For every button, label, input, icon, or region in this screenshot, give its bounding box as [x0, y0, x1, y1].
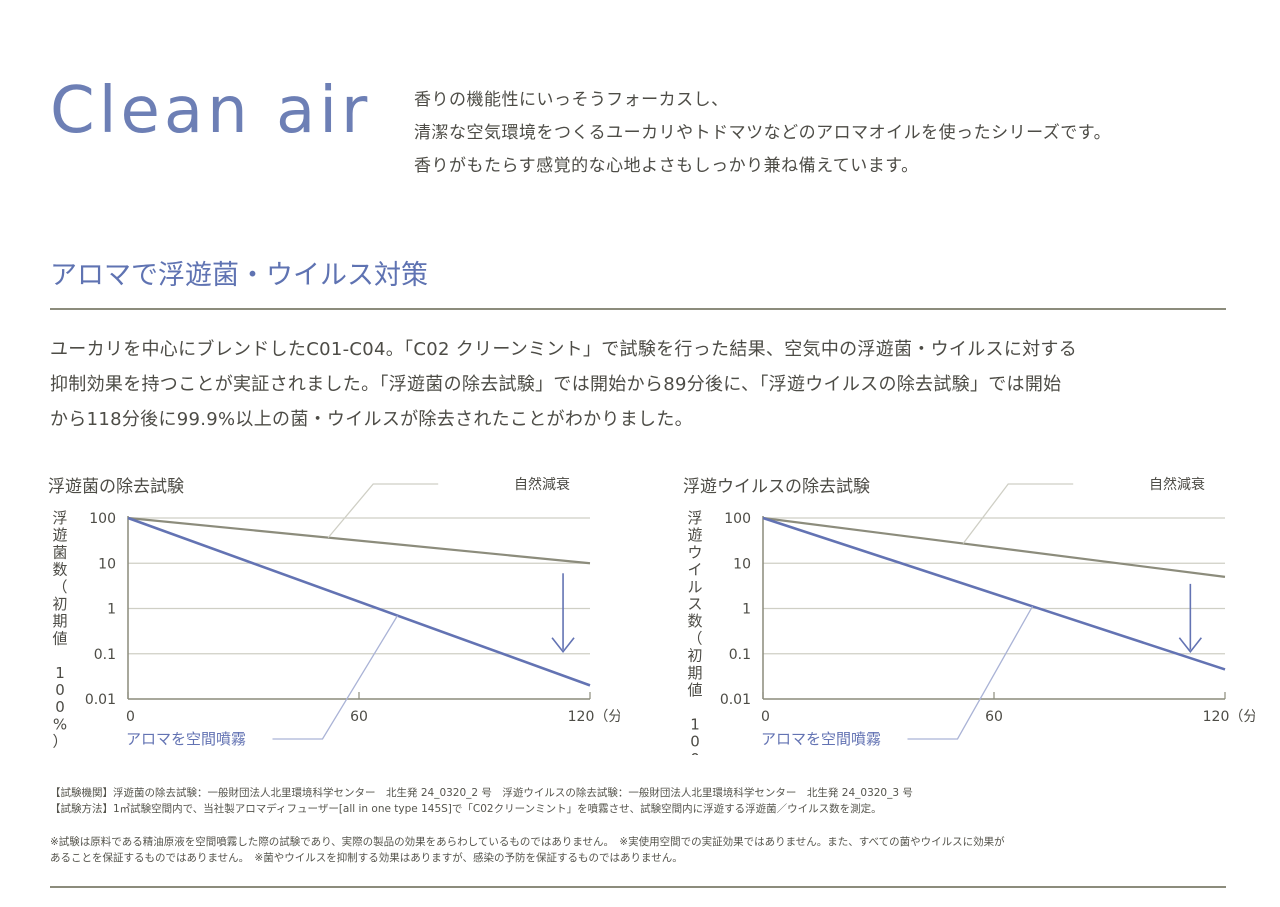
- y-axis-label-char: （: [52, 578, 67, 596]
- divider: [50, 308, 1226, 310]
- x-tick-label: 0: [761, 709, 770, 725]
- body-line: から118分後に99.9%以上の菌・ウイルスが除去されたことがわかりました。: [50, 409, 693, 430]
- intro-line: 香りがもたらす感覚的な心地よさもしっかり兼ね備えています。: [414, 156, 919, 176]
- series-label-aroma: アロマを空間噴霧: [126, 730, 246, 748]
- y-axis-label-char: ウ: [687, 543, 702, 561]
- series-label-aroma: アロマを空間噴霧: [761, 730, 881, 748]
- label-leader: [272, 615, 399, 740]
- label-leader: [327, 483, 439, 539]
- y-axis-label-char: 値: [687, 681, 702, 699]
- chart-title: 浮遊菌の除去試験: [48, 477, 184, 497]
- series-line: [762, 516, 1226, 578]
- section-title: アロマで浮遊菌・ウイルス対策: [50, 260, 428, 291]
- x-tick-label: 120（分）: [1203, 709, 1255, 725]
- label-leader: [962, 483, 1074, 544]
- y-axis-label-char: 遊: [52, 526, 67, 544]
- y-axis-label-char: 数: [687, 612, 702, 630]
- series-label-natural: 自然減衰: [514, 476, 570, 493]
- intro-line: 清潔な空気環境をつくるユーカリやトドマツなどのアロマオイルを使ったシリーズです。: [414, 123, 1112, 143]
- y-tick-label: 0.01: [720, 692, 751, 708]
- y-axis-label-char: 数: [52, 561, 67, 579]
- y-axis-label-char: 浮: [687, 509, 702, 527]
- y-tick-label: 100: [724, 511, 751, 527]
- y-tick-label: 1: [107, 602, 116, 618]
- y-tick-label: 0.1: [94, 647, 116, 663]
- note-line: 【試験機関】浮遊菌の除去試験：一般財団法人北里環境科学センター 北生発 24_0…: [50, 787, 913, 799]
- y-tick-label: 0.01: [85, 692, 116, 708]
- y-axis-label-char: 0: [55, 681, 65, 699]
- y-tick-label: 0.1: [729, 647, 751, 663]
- series-line: [127, 516, 591, 687]
- intro-line: 香りの機能性にいっそうフォーカスし、: [414, 90, 729, 110]
- y-axis-label-char: 0: [690, 750, 700, 755]
- arrow-head: [1178, 637, 1202, 654]
- x-tick-label: 120（分）: [568, 709, 620, 725]
- series-label-natural: 自然減衰: [1149, 476, 1205, 493]
- test-info: 【試験機関】浮遊菌の除去試験：一般財団法人北里環境科学センター 北生発 24_0…: [50, 785, 913, 817]
- chart-title: 浮遊ウイルスの除去試験: [683, 477, 870, 497]
- y-axis-label-char: 初: [687, 647, 702, 665]
- y-axis-label-char: （: [687, 629, 702, 647]
- y-axis-label-char: 期: [687, 664, 702, 682]
- section-body: ユーカリを中心にブレンドしたC01-C04。「C02 クリーンミント」で試験を行…: [50, 332, 1230, 437]
- y-tick-label: 10: [98, 556, 116, 572]
- y-axis-label-char: 0: [55, 698, 65, 716]
- footer-divider: [50, 886, 1226, 888]
- body-line: 抑制効果を持つことが実証されました。「浮遊菌の除去試験」では開始から89分後に、…: [50, 374, 1062, 395]
- x-tick-label: 0: [126, 709, 135, 725]
- y-axis-label-char: 1: [690, 715, 700, 733]
- brand-title: Clean air: [50, 74, 372, 148]
- y-tick-label: 100: [89, 511, 116, 527]
- y-axis-label-char: 0: [690, 733, 700, 751]
- series-line: [127, 516, 591, 565]
- body-line: ユーカリを中心にブレンドしたC01-C04。「C02 クリーンミント」で試験を行…: [50, 339, 1078, 360]
- note-line: 【試験方法】1㎥試験空間内で、当社製アロマディフューザー[all in one …: [50, 803, 882, 815]
- y-axis-label-char: 菌: [52, 543, 67, 561]
- label-leader: [907, 606, 1034, 740]
- series-line: [762, 516, 1226, 671]
- disclaimer: ※試験は原料である精油原液を空間噴霧した際の試験であり、実際の製品の効果をあらわ…: [50, 834, 1005, 866]
- arrow-head: [551, 637, 575, 654]
- y-axis-label-char: 浮: [52, 509, 67, 527]
- y-axis-label-char: イ: [687, 561, 702, 579]
- note-line: あることを保証するものではありません。 ※菌やウイルスを抑制する効果はありますが…: [50, 852, 683, 864]
- y-axis-label-char: 期: [52, 612, 67, 630]
- y-axis-label-char: 値: [52, 629, 67, 647]
- y-axis-label-char: 1: [55, 664, 65, 682]
- note-line: ※試験は原料である精油原液を空間噴霧した際の試験であり、実際の製品の効果をあらわ…: [50, 836, 1005, 848]
- intro-text: 香りの機能性にいっそうフォーカスし、 清潔な空気環境をつくるユーカリやトドマツな…: [414, 84, 1111, 183]
- y-axis-label-char: ル: [687, 578, 702, 596]
- y-axis-label-char: ）: [52, 733, 67, 751]
- y-tick-label: 1: [742, 602, 751, 618]
- x-tick-label: 60: [985, 709, 1003, 725]
- y-axis-label-char: ス: [687, 595, 702, 613]
- x-tick-label: 60: [350, 709, 368, 725]
- y-axis-label-char: %: [53, 715, 67, 733]
- y-axis-label-char: 初: [52, 595, 67, 613]
- y-tick-label: 10: [733, 556, 751, 572]
- y-axis-label-char: 遊: [687, 526, 702, 544]
